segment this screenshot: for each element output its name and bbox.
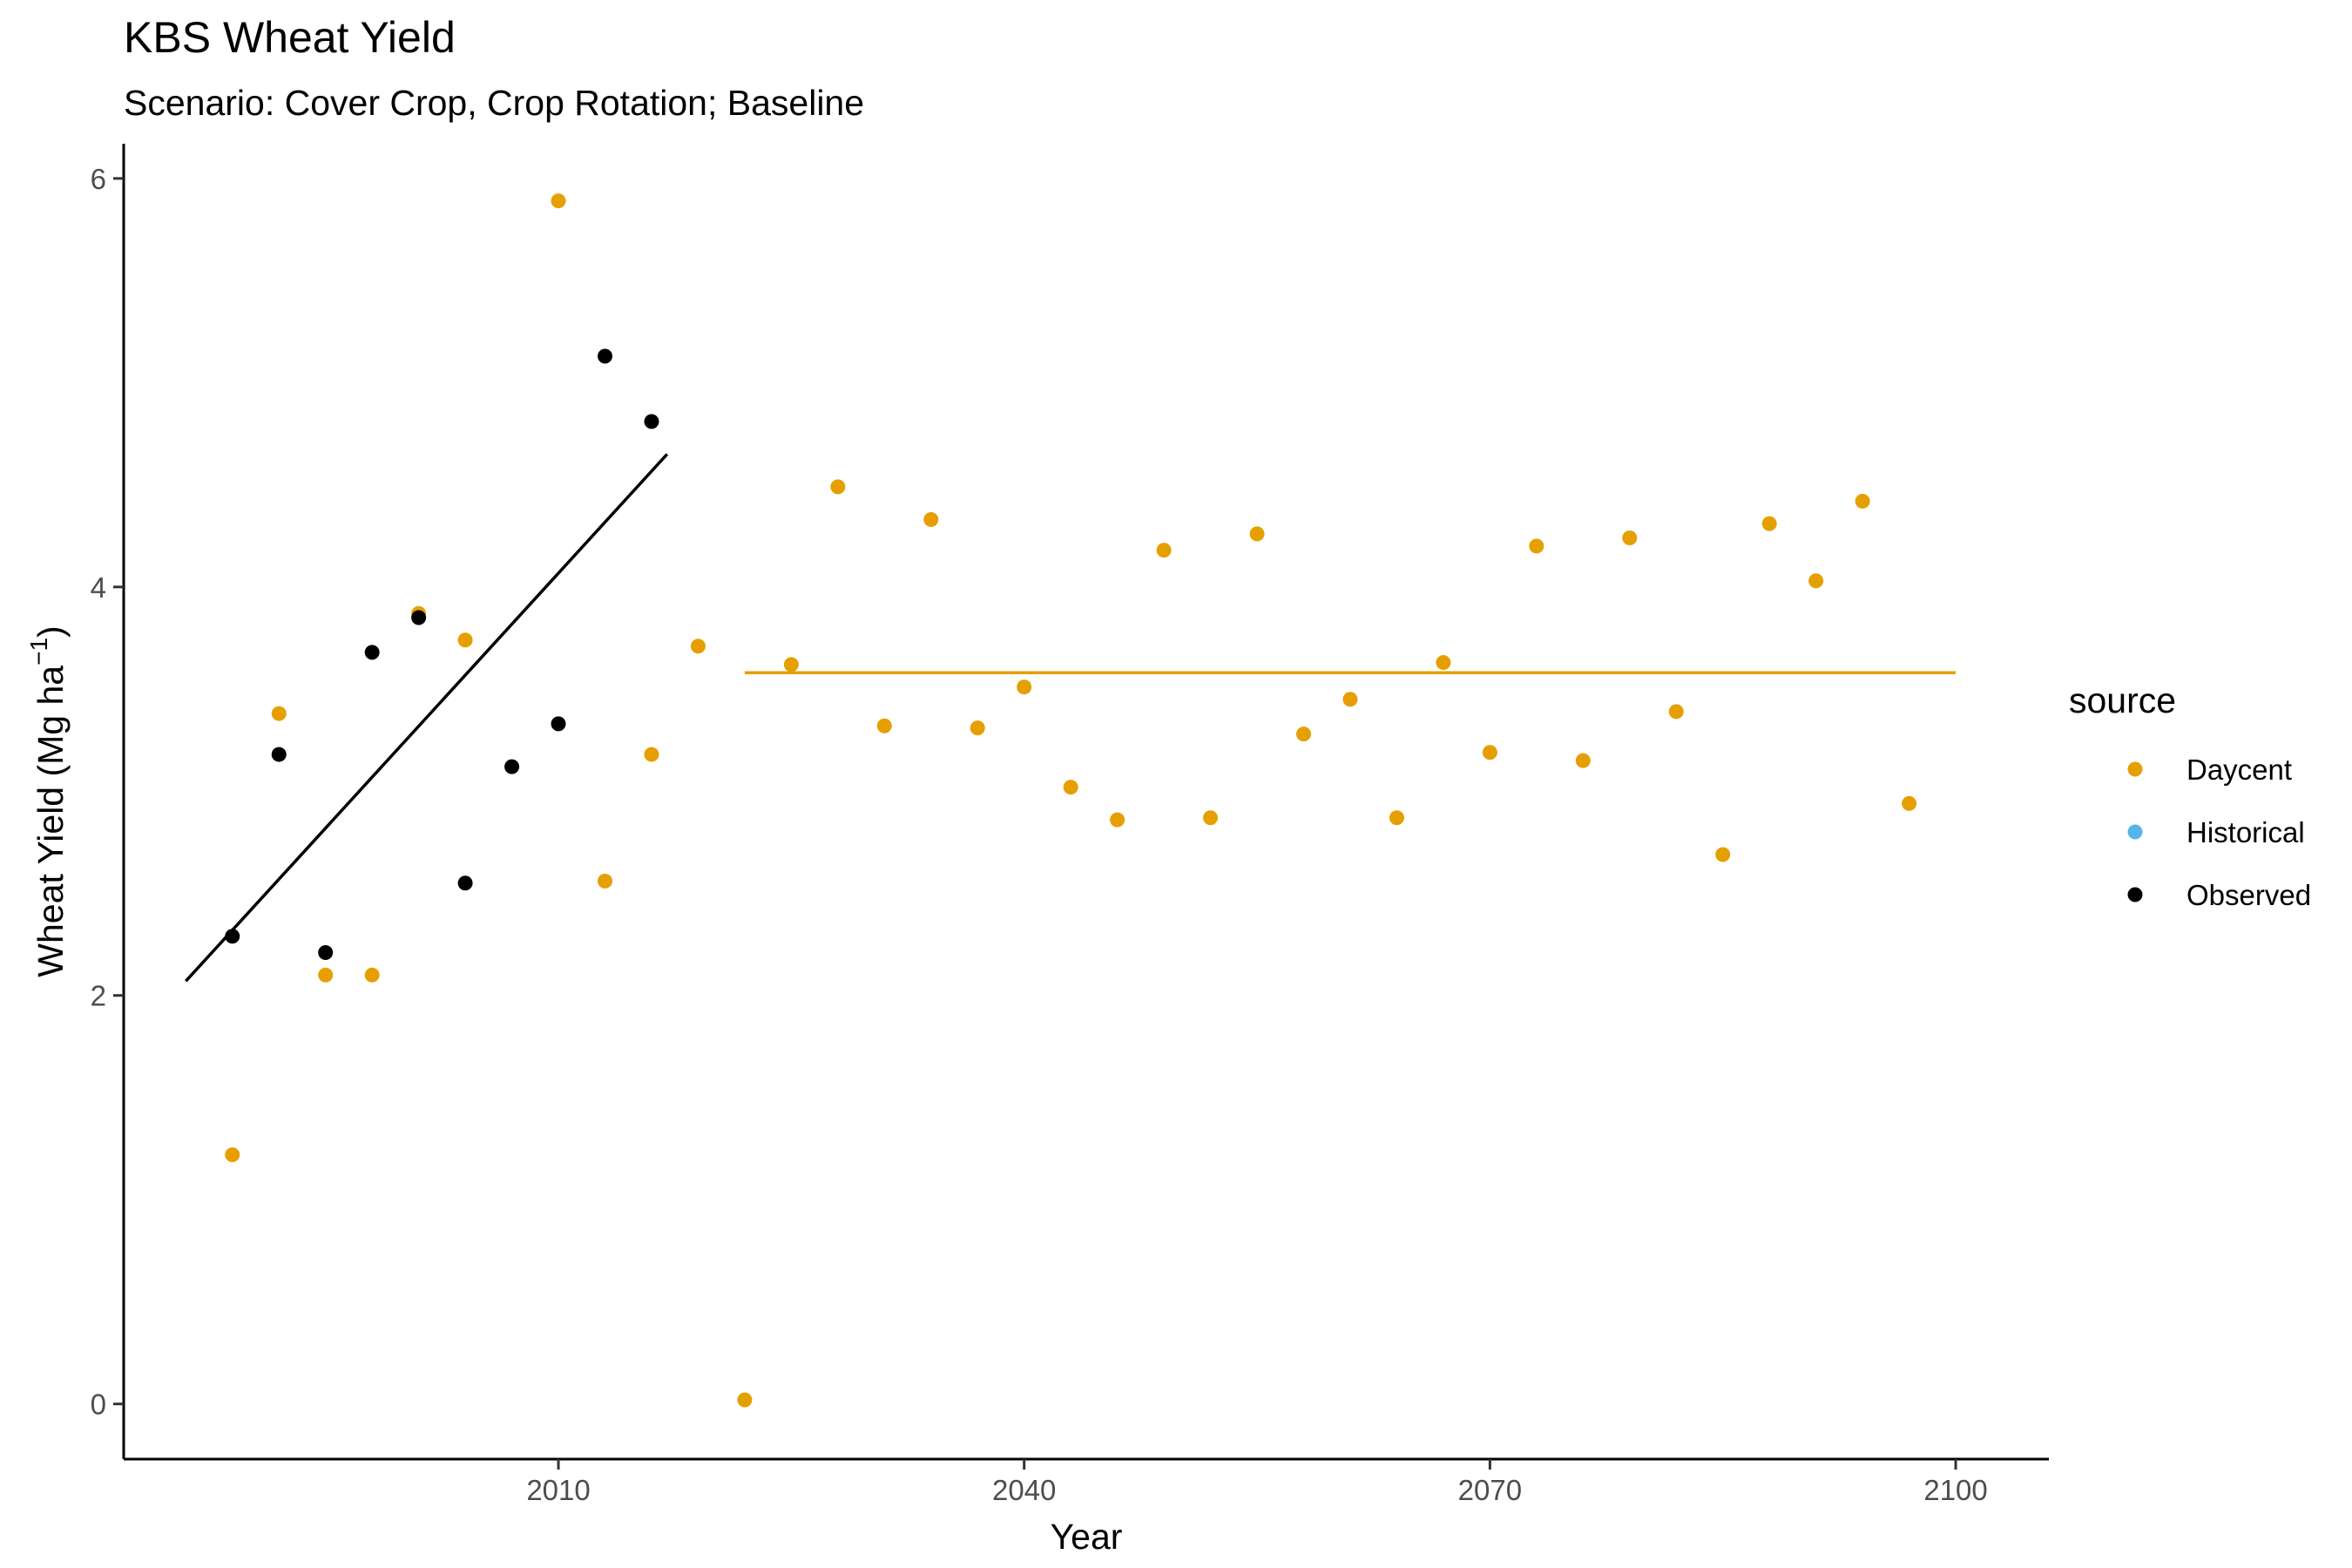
legend-title: source <box>2069 680 2176 720</box>
y-axis-title-main: Wheat Yield (Mg ha <box>30 666 71 977</box>
point-daycent <box>1622 531 1638 546</box>
point-daycent <box>1156 543 1172 558</box>
legend-key-historical <box>2127 824 2143 840</box>
point-daycent <box>923 511 939 527</box>
y-axis-title-superscript: −1 <box>25 638 52 666</box>
point-observed <box>457 875 473 891</box>
x-tick-label: 2100 <box>1923 1474 1987 1506</box>
point-daycent <box>876 718 892 733</box>
legend-key-daycent <box>2127 761 2143 777</box>
point-daycent <box>1761 516 1777 531</box>
x-tick-label: 2070 <box>1458 1474 1522 1506</box>
point-daycent <box>1482 745 1497 760</box>
legend-label-observed: Observed <box>2186 879 2311 911</box>
point-daycent <box>690 639 706 654</box>
point-daycent <box>737 1392 753 1408</box>
point-observed <box>644 414 659 429</box>
point-daycent <box>1063 780 1078 795</box>
point-daycent <box>1902 795 1917 811</box>
point-daycent <box>1668 704 1684 720</box>
point-observed <box>598 348 612 364</box>
point-daycent <box>271 706 287 721</box>
point-observed <box>504 759 520 774</box>
plot-area <box>184 193 1957 1408</box>
y-axis-title: Wheat Yield (Mg ha−1) <box>25 625 71 977</box>
point-daycent <box>1110 812 1125 828</box>
point-daycent <box>364 967 380 983</box>
point-daycent <box>318 967 334 983</box>
point-daycent <box>1389 810 1404 826</box>
point-daycent <box>830 479 846 495</box>
legend-key-observed <box>2127 887 2143 902</box>
point-daycent <box>644 747 659 762</box>
point-daycent <box>551 193 566 209</box>
trendline-observed <box>184 453 669 983</box>
point-daycent <box>1575 753 1591 768</box>
legend-label-daycent: Daycent <box>2186 754 2292 786</box>
y-tick-label: 6 <box>91 163 106 195</box>
point-observed <box>411 610 427 625</box>
point-daycent <box>1203 810 1219 826</box>
y-axis-ticks: 0 2 4 6 <box>91 163 124 1421</box>
point-daycent <box>1436 655 1451 671</box>
point-observed <box>551 716 566 732</box>
point-daycent <box>1715 847 1731 862</box>
y-tick-label: 4 <box>91 571 106 604</box>
x-axis-title: Year <box>1051 1517 1123 1557</box>
point-daycent <box>970 720 985 736</box>
point-daycent <box>1342 692 1358 707</box>
x-tick-label: 2040 <box>992 1474 1056 1506</box>
point-daycent <box>225 1147 240 1163</box>
y-tick-label: 0 <box>91 1389 106 1421</box>
point-daycent <box>1296 727 1312 742</box>
chart-subtitle: Scenario: Cover Crop, Crop Rotation; Bas… <box>124 83 864 123</box>
legend: source Daycent Historical Observed <box>2069 680 2311 911</box>
point-daycent <box>1855 493 1870 509</box>
x-axis-ticks: 2010 2040 2070 2100 <box>526 1459 1988 1506</box>
point-daycent <box>1808 573 1824 589</box>
point-daycent <box>598 873 612 889</box>
x-tick-label: 2010 <box>526 1474 590 1506</box>
point-daycent <box>1529 538 1544 554</box>
point-daycent <box>783 657 799 672</box>
chart-title: KBS Wheat Yield <box>124 13 456 62</box>
point-daycent <box>1249 526 1265 542</box>
point-observed <box>225 929 240 944</box>
point-observed <box>271 747 287 762</box>
point-observed <box>318 945 334 961</box>
point-daycent <box>1017 679 1032 695</box>
point-daycent <box>457 632 473 648</box>
legend-label-historical: Historical <box>2186 816 2305 848</box>
point-observed <box>364 645 380 660</box>
y-axis-title-close: ) <box>30 625 71 638</box>
y-tick-label: 2 <box>91 980 106 1012</box>
